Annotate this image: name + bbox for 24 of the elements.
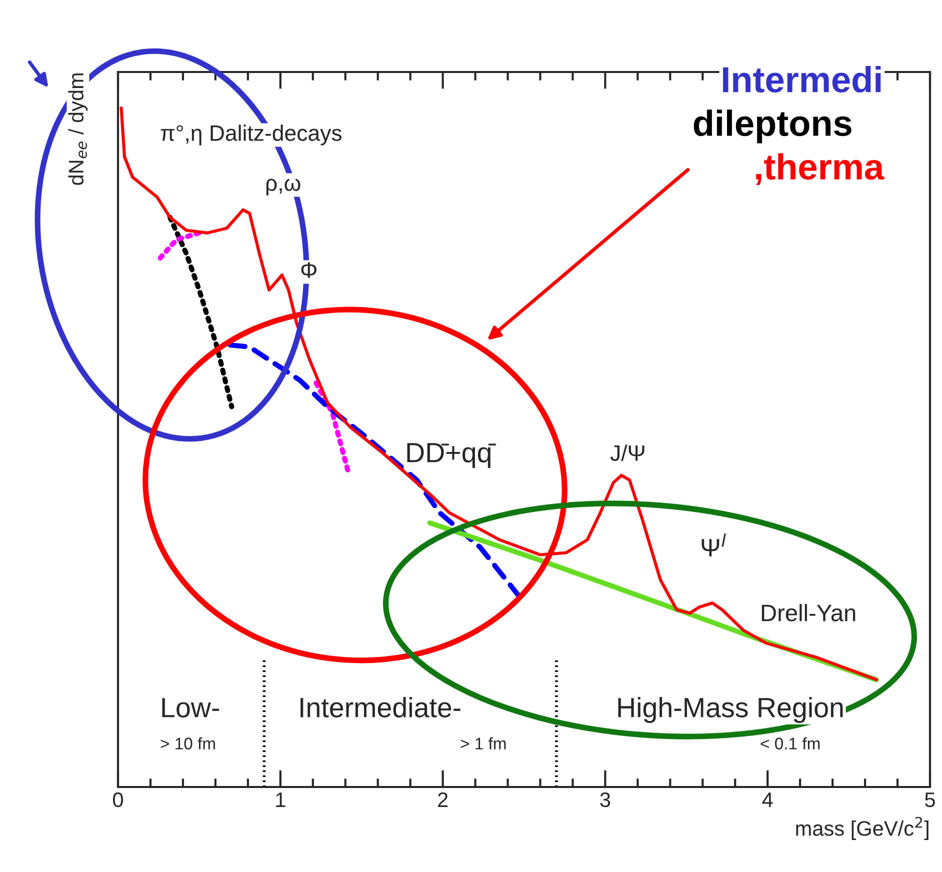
x-tick-label: 1 xyxy=(276,792,286,807)
annotation: High-Mass Region xyxy=(618,697,843,723)
x-axis-title: mass [GeV/c$^{2}$] xyxy=(796,816,928,840)
x-tick-label: 5 xyxy=(925,792,935,808)
annotation: π°,η Dalitz-decays xyxy=(160,124,342,146)
x-tick-label: 3 xyxy=(600,792,610,808)
annotation: < 0.1 fm xyxy=(760,737,820,750)
annotation: DD̄+qq̄ xyxy=(407,443,496,468)
annotation: Ψ$^{l}$ xyxy=(702,533,726,556)
annotation: Low- xyxy=(162,698,219,718)
annotation: Intermediate- xyxy=(300,697,460,718)
x-tick-label: 0 xyxy=(113,792,123,808)
annotation: Drell-Yan xyxy=(762,604,856,622)
annotation: J/Ψ xyxy=(610,444,644,461)
annotation: > 10 fm xyxy=(160,737,215,750)
annotation: dileptons xyxy=(694,110,852,144)
text: Intermedi xyxy=(723,66,881,93)
annotation: Φ xyxy=(301,262,316,278)
y-axis-title: dN$_{ee}$ / dydm xyxy=(68,73,88,185)
x-tick-label: 4 xyxy=(762,792,773,807)
annotation: > 1 fm xyxy=(460,737,506,750)
annotation: ,therma xyxy=(756,153,884,185)
x-tick-label: 2 xyxy=(438,792,448,807)
annotation: ρ,ω xyxy=(266,178,300,196)
